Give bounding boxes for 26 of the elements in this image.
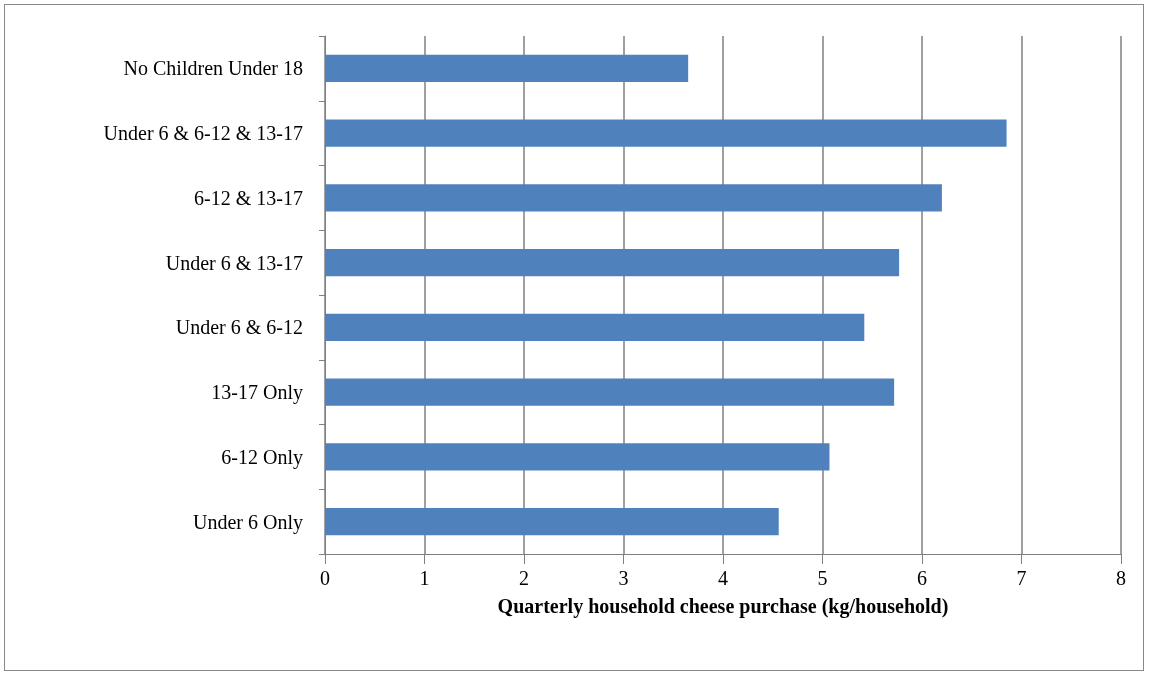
x-tick-label: 0 bbox=[320, 567, 330, 589]
bar bbox=[325, 249, 900, 277]
bar bbox=[325, 443, 830, 471]
y-tick-label: Under 6 & 6-12 & 13-17 bbox=[103, 122, 303, 145]
y-tick-label: 13-17 Only bbox=[211, 381, 303, 405]
x-tick-label: 1 bbox=[419, 567, 430, 589]
y-tick-label: No Children Under 18 bbox=[123, 57, 303, 80]
x-tick-label: 2 bbox=[519, 567, 529, 589]
x-tick-label: 4 bbox=[718, 567, 728, 589]
bar bbox=[325, 119, 1007, 147]
bar bbox=[325, 378, 895, 406]
x-tick-label: 6 bbox=[917, 567, 927, 589]
bar bbox=[325, 313, 865, 341]
y-tick-label: Under 6 & 13-17 bbox=[165, 251, 303, 274]
bar bbox=[325, 184, 942, 212]
y-tick-label: Under 6 & 6-12 bbox=[175, 316, 303, 339]
bar bbox=[325, 54, 689, 82]
y-tick-label: 6-12 Only bbox=[221, 445, 303, 469]
x-tick-label: 7 bbox=[1016, 567, 1027, 589]
x-axis-title: Quarterly household cheese purchase (kg/household) bbox=[497, 595, 949, 618]
bar bbox=[325, 508, 779, 536]
y-tick-label: Under 6 Only bbox=[193, 510, 303, 534]
x-tick-label: 5 bbox=[817, 567, 828, 589]
x-tick-label: 3 bbox=[618, 567, 629, 589]
x-tick-label: 8 bbox=[1116, 567, 1126, 589]
y-tick-label: 6-12 & 13-17 bbox=[194, 186, 303, 209]
